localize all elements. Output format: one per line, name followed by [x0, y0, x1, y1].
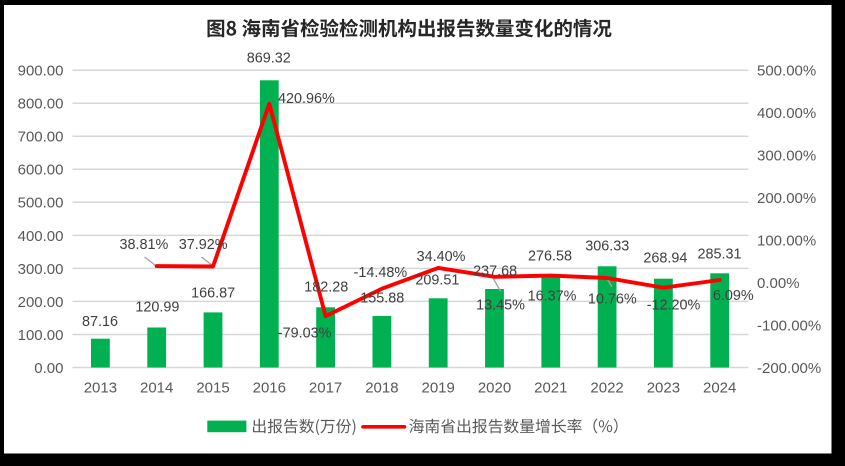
svg-text:306.33: 306.33	[585, 238, 629, 254]
svg-text:-200.00%: -200.00%	[757, 360, 821, 377]
svg-text:2019: 2019	[422, 379, 455, 396]
svg-text:-100.00%: -100.00%	[757, 317, 821, 334]
svg-text:400.00%: 400.00%	[757, 105, 816, 122]
svg-text:2021: 2021	[534, 379, 567, 396]
svg-text:209.51: 209.51	[415, 272, 459, 288]
svg-text:166.87: 166.87	[191, 286, 235, 302]
svg-text:120.99: 120.99	[135, 300, 179, 316]
svg-text:16.37%: 16.37%	[528, 288, 577, 304]
svg-text:400.00: 400.00	[18, 228, 64, 245]
svg-text:2014: 2014	[140, 379, 173, 396]
svg-text:2023: 2023	[647, 379, 680, 396]
svg-text:10.76%: 10.76%	[588, 291, 637, 307]
svg-text:2015: 2015	[196, 379, 229, 396]
svg-text:600.00: 600.00	[18, 162, 64, 179]
svg-text:420.96%: 420.96%	[278, 91, 335, 107]
svg-text:0.00: 0.00	[34, 360, 63, 377]
svg-text:100.00: 100.00	[18, 327, 64, 344]
svg-text:276.58: 276.58	[528, 249, 572, 265]
svg-text:237.68: 237.68	[473, 263, 517, 279]
svg-text:2022: 2022	[590, 379, 623, 396]
svg-text:37.92%: 37.92%	[179, 237, 228, 253]
svg-text:-79.03%: -79.03%	[278, 326, 332, 342]
svg-text:285.31: 285.31	[697, 246, 741, 262]
svg-text:-12.20%: -12.20%	[647, 298, 701, 314]
svg-text:38.81%: 38.81%	[119, 237, 168, 253]
svg-text:300.00: 300.00	[18, 261, 64, 278]
svg-text:2017: 2017	[309, 379, 342, 396]
svg-text:869.32: 869.32	[247, 51, 291, 67]
svg-text:155.88: 155.88	[360, 290, 404, 306]
svg-text:2016: 2016	[253, 379, 286, 396]
svg-text:900.00: 900.00	[18, 63, 64, 80]
svg-text:13.45%: 13.45%	[476, 298, 525, 314]
svg-text:200.00: 200.00	[18, 294, 64, 311]
svg-text:200.00%: 200.00%	[757, 190, 816, 207]
svg-text:0.00%: 0.00%	[757, 275, 800, 292]
svg-text:87.16: 87.16	[82, 314, 118, 330]
svg-text:800.00: 800.00	[18, 96, 64, 113]
svg-text:268.94: 268.94	[643, 251, 687, 267]
svg-text:100.00%: 100.00%	[757, 233, 816, 250]
svg-text:-14.48%: -14.48%	[354, 265, 408, 281]
svg-text:2020: 2020	[478, 379, 511, 396]
svg-text:182.28: 182.28	[304, 280, 348, 296]
svg-text:2018: 2018	[365, 379, 398, 396]
svg-text:2013: 2013	[84, 379, 117, 396]
svg-text:34.40%: 34.40%	[417, 249, 466, 265]
svg-text:300.00%: 300.00%	[757, 148, 816, 165]
svg-text:6.09%: 6.09%	[713, 288, 754, 304]
svg-text:700.00: 700.00	[18, 129, 64, 146]
svg-text:500.00%: 500.00%	[757, 63, 816, 80]
svg-text:2024: 2024	[703, 379, 736, 396]
svg-text:500.00: 500.00	[18, 195, 64, 212]
